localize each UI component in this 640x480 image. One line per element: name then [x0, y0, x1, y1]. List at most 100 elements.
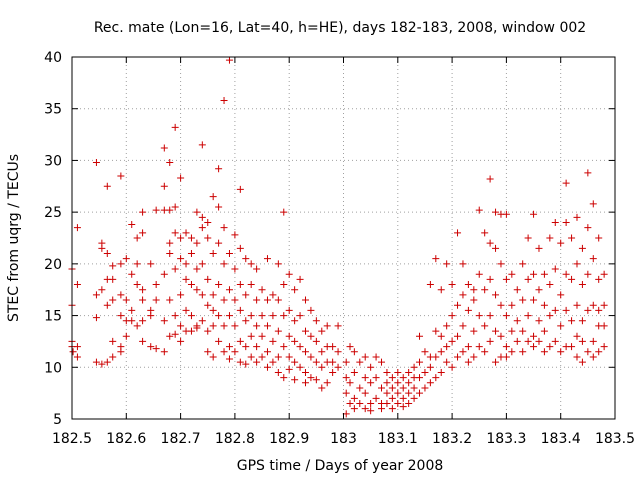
data-point — [198, 224, 206, 232]
data-point — [103, 250, 111, 258]
data-point — [280, 281, 288, 289]
data-point — [69, 348, 77, 356]
data-point — [329, 368, 337, 376]
data-point — [193, 324, 201, 332]
data-point — [263, 255, 271, 263]
data-point — [215, 337, 223, 345]
data-point — [274, 260, 282, 268]
x-tick-label: 182.6 — [106, 431, 146, 447]
data-point — [242, 360, 250, 368]
data-point — [486, 175, 494, 183]
data-point — [242, 255, 250, 263]
data-point — [220, 322, 228, 330]
x-tick-label: 182.7 — [161, 431, 201, 447]
data-point — [421, 348, 429, 356]
data-point — [242, 291, 250, 299]
data-point — [595, 306, 603, 314]
data-point — [236, 281, 244, 289]
data-point — [291, 376, 299, 384]
data-point — [356, 399, 364, 407]
data-point — [312, 358, 320, 366]
data-point — [73, 224, 81, 232]
data-point — [437, 332, 445, 340]
data-point — [589, 301, 597, 309]
data-point — [117, 312, 125, 320]
data-point — [546, 312, 554, 320]
data-point — [291, 337, 299, 345]
data-point — [301, 296, 309, 304]
data-point — [187, 234, 195, 242]
data-point — [448, 363, 456, 371]
data-point — [475, 343, 483, 351]
data-point — [470, 327, 478, 335]
data-point — [551, 218, 559, 226]
data-point — [139, 208, 147, 216]
data-point — [152, 296, 160, 304]
data-point — [215, 239, 223, 247]
data-point — [329, 343, 337, 351]
data-point — [405, 389, 413, 397]
data-point — [103, 358, 111, 366]
data-point — [133, 281, 141, 289]
data-point — [198, 260, 206, 268]
data-point — [475, 312, 483, 320]
data-point — [177, 291, 185, 299]
data-point — [502, 210, 510, 218]
data-point — [258, 353, 266, 361]
data-point — [247, 353, 255, 361]
x-tick-label: 182.9 — [269, 431, 309, 447]
data-point — [492, 244, 500, 252]
data-point — [274, 296, 282, 304]
data-point — [410, 394, 418, 402]
data-point — [378, 384, 386, 392]
data-point — [530, 210, 538, 218]
data-point — [109, 337, 117, 345]
data-point — [600, 301, 608, 309]
data-point — [220, 296, 228, 304]
x-axis-label: GPS time / Days of year 2008 — [237, 458, 444, 474]
data-point — [519, 348, 527, 356]
data-point — [177, 337, 185, 345]
data-point — [280, 208, 288, 216]
data-point — [535, 286, 543, 294]
data-point — [285, 365, 293, 373]
data-point — [133, 234, 141, 242]
data-point — [263, 348, 271, 356]
data-point — [285, 332, 293, 340]
data-point — [475, 270, 483, 278]
data-point — [492, 327, 500, 335]
data-point — [388, 384, 396, 392]
data-point — [568, 275, 576, 283]
data-point — [128, 221, 136, 229]
data-point — [437, 286, 445, 294]
x-tick-label: 183.3 — [486, 431, 526, 447]
data-point — [454, 353, 462, 361]
data-point — [421, 384, 429, 392]
data-point — [209, 250, 217, 258]
data-point — [109, 353, 117, 361]
data-point — [231, 231, 239, 239]
data-point — [589, 255, 597, 263]
data-point — [405, 399, 413, 407]
data-points — [68, 56, 608, 418]
data-point — [231, 265, 239, 273]
data-point — [492, 291, 500, 299]
data-point — [568, 343, 576, 351]
data-point — [318, 327, 326, 335]
data-point — [215, 203, 223, 211]
y-tick-label: 10 — [44, 360, 62, 376]
data-point — [562, 306, 570, 314]
data-point — [459, 260, 467, 268]
data-point — [367, 407, 375, 415]
data-point — [323, 322, 331, 330]
data-point — [464, 281, 472, 289]
data-point — [535, 317, 543, 325]
data-point — [198, 141, 206, 149]
data-point — [470, 296, 478, 304]
data-point — [448, 337, 456, 345]
data-point — [486, 275, 494, 283]
data-point — [524, 275, 532, 283]
data-point — [291, 286, 299, 294]
data-point — [171, 123, 179, 131]
data-point — [247, 281, 255, 289]
